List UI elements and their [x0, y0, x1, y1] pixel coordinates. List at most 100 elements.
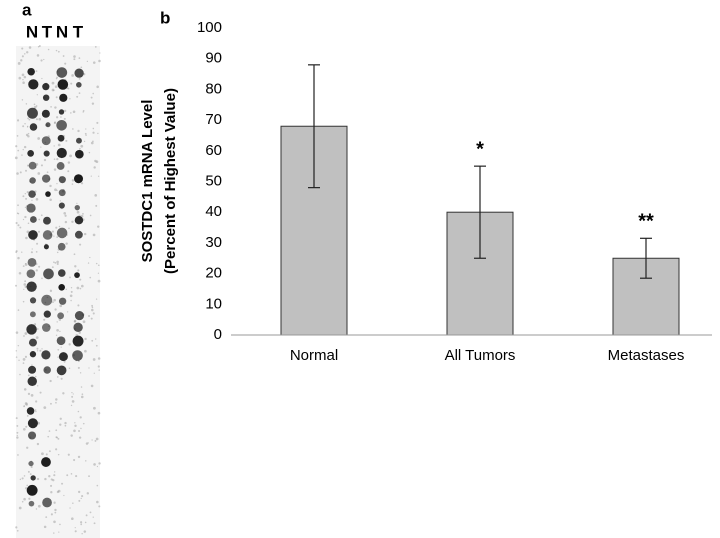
blot-speck	[44, 159, 46, 161]
blot-speck	[37, 348, 39, 350]
blot-speck	[93, 61, 96, 64]
blot-speck	[27, 135, 29, 137]
blot-speck	[54, 145, 55, 146]
blot-speck	[49, 198, 52, 201]
blot-speck	[22, 74, 25, 77]
blot-speck	[71, 392, 72, 393]
blot-spot	[45, 191, 51, 197]
blot-speck	[19, 227, 21, 229]
blot-speck	[70, 300, 71, 301]
blot-speck	[23, 283, 26, 286]
blot-speck	[54, 158, 56, 160]
blot-speck	[93, 166, 95, 168]
blot-speck	[98, 365, 100, 367]
blot-speck	[91, 309, 94, 312]
blot-speck	[51, 478, 53, 480]
blot-speck	[61, 483, 63, 485]
blot-spot	[76, 138, 82, 144]
blot-speck	[15, 145, 17, 147]
blot-spot	[28, 190, 35, 197]
blot-speck	[60, 418, 62, 420]
blot-spot	[58, 284, 65, 291]
blot-spot	[28, 431, 36, 439]
blot-speck	[55, 448, 57, 450]
blot-speck	[63, 495, 64, 496]
blot-spot	[58, 243, 66, 251]
blot-spot	[74, 174, 83, 183]
blot-speck	[37, 385, 38, 386]
blot-speck	[60, 200, 61, 201]
blot-speck	[38, 46, 39, 47]
blot-speck	[71, 221, 73, 223]
blot-speck	[16, 331, 19, 334]
blot-speck	[85, 522, 87, 524]
blot-speck	[88, 315, 90, 317]
blot-spot	[58, 135, 65, 142]
blot-speck	[65, 140, 67, 142]
blot-speck	[24, 332, 27, 335]
blot-speck	[53, 532, 54, 533]
blot-speck	[27, 415, 29, 417]
blot-spot	[42, 174, 50, 182]
blot-speck	[58, 454, 59, 455]
x-tick-label: All Tumors	[445, 347, 516, 364]
blot-speck	[75, 527, 76, 528]
blot-speck	[17, 530, 19, 532]
blot-speck	[81, 533, 82, 534]
blot-speck	[44, 526, 47, 529]
blot-speck	[93, 516, 94, 517]
blot-spot	[58, 79, 69, 90]
blot-speck	[55, 227, 57, 229]
blot-speck	[41, 214, 43, 216]
blot-speck	[53, 520, 56, 523]
blot-speck	[23, 335, 25, 337]
blot-speck	[97, 485, 99, 487]
blot-speck	[74, 425, 76, 427]
blot-spot	[29, 162, 37, 170]
blot-spot	[57, 228, 68, 239]
blot-speck	[96, 86, 99, 89]
blot-speck	[45, 516, 47, 518]
blot-speck	[73, 55, 76, 58]
blot-speck	[25, 193, 26, 194]
blot-speck	[77, 269, 79, 271]
blot-spot	[72, 350, 83, 361]
blot-speck	[63, 55, 65, 57]
blot-speck	[72, 183, 73, 184]
blot-speck	[16, 222, 18, 224]
blot-speck	[96, 345, 98, 347]
blot-speck	[81, 495, 83, 497]
blot-spot	[28, 461, 33, 466]
blot-spot	[44, 311, 51, 318]
blot-speck	[79, 92, 81, 94]
figure: a b SOSTDC1 mRNA Level (Percent of Highe…	[0, 0, 720, 538]
blot-speck	[56, 158, 58, 160]
blot-speck	[85, 133, 87, 135]
blot-speck	[98, 412, 101, 415]
blot-speck	[55, 402, 57, 404]
y-tick-label: 0	[214, 326, 222, 343]
blot-speck	[24, 216, 26, 218]
blot-speck	[80, 288, 82, 290]
blot-speck	[71, 405, 72, 406]
blot-speck	[22, 99, 23, 100]
blot-speck	[29, 46, 32, 49]
blot-spot	[43, 366, 51, 374]
blot-speck	[96, 501, 99, 504]
blot-speck	[88, 367, 89, 368]
blot-speck	[35, 376, 36, 377]
blot-spot	[59, 298, 66, 305]
blot-speck	[84, 530, 86, 532]
blot-spot	[26, 324, 36, 334]
blot-speck	[93, 463, 96, 466]
significance-mark: **	[638, 211, 654, 233]
blot-speck	[58, 531, 59, 532]
blot-spot	[27, 108, 38, 119]
blot-speck	[16, 425, 18, 427]
blot-speck	[23, 149, 24, 150]
blot-speck	[55, 85, 58, 88]
blot-speck	[57, 357, 58, 358]
blot-speck	[17, 257, 19, 259]
blot-speck	[82, 393, 84, 395]
blot-spot	[27, 407, 35, 415]
